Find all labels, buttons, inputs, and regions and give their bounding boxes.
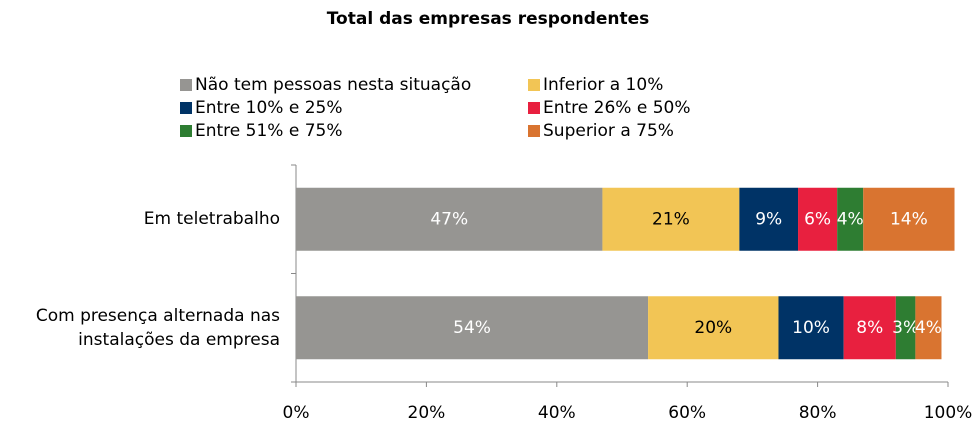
data-label: 47% [430,209,468,229]
bar-segment [895,296,916,360]
legend-label: Entre 51% e 75% [195,121,343,141]
bar-segment [863,187,955,251]
bar-segment [648,296,779,360]
bar-segment [739,187,799,251]
x-tick-label: 100% [924,403,973,423]
data-label: 20% [694,318,732,338]
legend-swatch [528,102,540,114]
legend-swatch [528,125,540,137]
y-tick-label: Com presença alternada nas instalações d… [35,305,280,350]
legend-swatch [180,102,192,114]
legend-label: Inferior a 10% [543,75,663,95]
legend-label: Não tem pessoas nesta situação [195,75,471,95]
data-label: 9% [755,209,782,229]
chart-title: Total das empresas respondentes [327,9,650,29]
bar-segment [798,187,838,251]
legend-label: Entre 26% e 50% [543,98,691,118]
legend-swatch [180,125,192,137]
x-tick-label: 20% [408,403,446,423]
x-tick-label: 60% [668,403,706,423]
data-label: 3% [892,318,919,338]
bar-segment [837,187,864,251]
legend-swatch [180,79,192,91]
bar-segment [843,296,896,360]
bar-segment [602,187,740,251]
bar-segment [778,296,844,360]
y-tick-label: Em teletrabalho [143,209,280,230]
data-label: 54% [453,318,491,338]
data-label: 4% [837,209,864,229]
legend-label: Superior a 75% [543,121,674,141]
x-tick-label: 0% [283,403,310,423]
x-tick-label: 40% [538,403,576,423]
bar-segment [915,296,942,360]
data-label: 14% [890,209,928,229]
bar-segment [296,296,649,360]
data-label: 4% [915,318,942,338]
x-tick-label: 80% [799,403,837,423]
bar-segment [296,187,603,251]
data-label: 10% [792,318,830,338]
data-label: 8% [856,318,883,338]
data-label: 21% [652,209,690,229]
legend-swatch [528,79,540,91]
data-label: 6% [804,209,831,229]
legend-label: Entre 10% e 25% [195,98,343,118]
